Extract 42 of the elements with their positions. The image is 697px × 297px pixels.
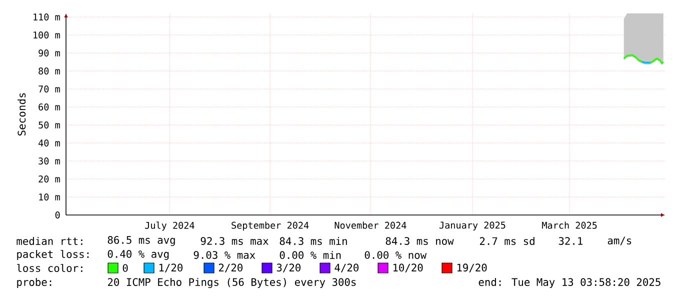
legend-label: 2/20 (218, 264, 242, 272)
text: packet loss: (17, 250, 89, 260)
y-tick-label: 40 m (38, 139, 60, 146)
text: 2.7 ms sd (480, 236, 534, 246)
legend-title: loss color: (17, 264, 82, 272)
y-tick-label: 90 m (38, 49, 60, 56)
text: probe: (17, 278, 52, 288)
y-tick-label: 50 m (38, 121, 60, 128)
y-tick-label: 70 m (38, 85, 60, 92)
x-tick-label: July 2024 (145, 222, 194, 231)
text: median rtt: (16, 236, 82, 246)
text: 0.00 % min (280, 250, 341, 260)
x-tick-label: September 2024 (232, 222, 309, 231)
text: end: Tue May 13 03:58:20 2025 (478, 278, 660, 288)
y-tick-label: 30 m (38, 157, 60, 164)
text: am/s (608, 236, 632, 246)
y-tick-label: 110 m (34, 13, 60, 20)
legend-label: 3/20 (276, 264, 300, 272)
legend-label: 4/20 (334, 264, 358, 272)
text: 20 ICMP Echo Pings (56 Bytes) every 300s (108, 278, 356, 288)
text: 9.03 % max (194, 251, 256, 259)
x-tick-label: November 2024 (334, 222, 406, 229)
text: 86.5 ms avg (108, 236, 175, 246)
y-tick-label: 80 m (38, 67, 60, 74)
text: 84.3 ms min (280, 236, 347, 246)
legend-label: 1/20 (159, 264, 182, 272)
y-tick-label: 100 m (34, 31, 60, 38)
y-tick-label: 10 m (39, 193, 60, 200)
text: 92.3 ms max (200, 237, 268, 245)
legend-label: 10/20 (393, 264, 423, 272)
text: 84.3 ms now (386, 237, 454, 245)
legend-label: 0 (122, 264, 128, 272)
y-tick-label: 0 (55, 211, 60, 218)
x-tick-label: January 2025 (440, 222, 506, 230)
text: 0.00 % now (364, 251, 427, 259)
text: 0.40 % avg (108, 250, 169, 260)
y-tick-label: 20 m (38, 175, 60, 182)
y-axis-title: Seconds (18, 93, 26, 136)
legend-label: 19/20 (457, 264, 487, 272)
text: 32.1 (558, 237, 582, 245)
y-tick-label: 60 m (38, 103, 60, 110)
x-tick-label: March 2025 (542, 222, 597, 229)
